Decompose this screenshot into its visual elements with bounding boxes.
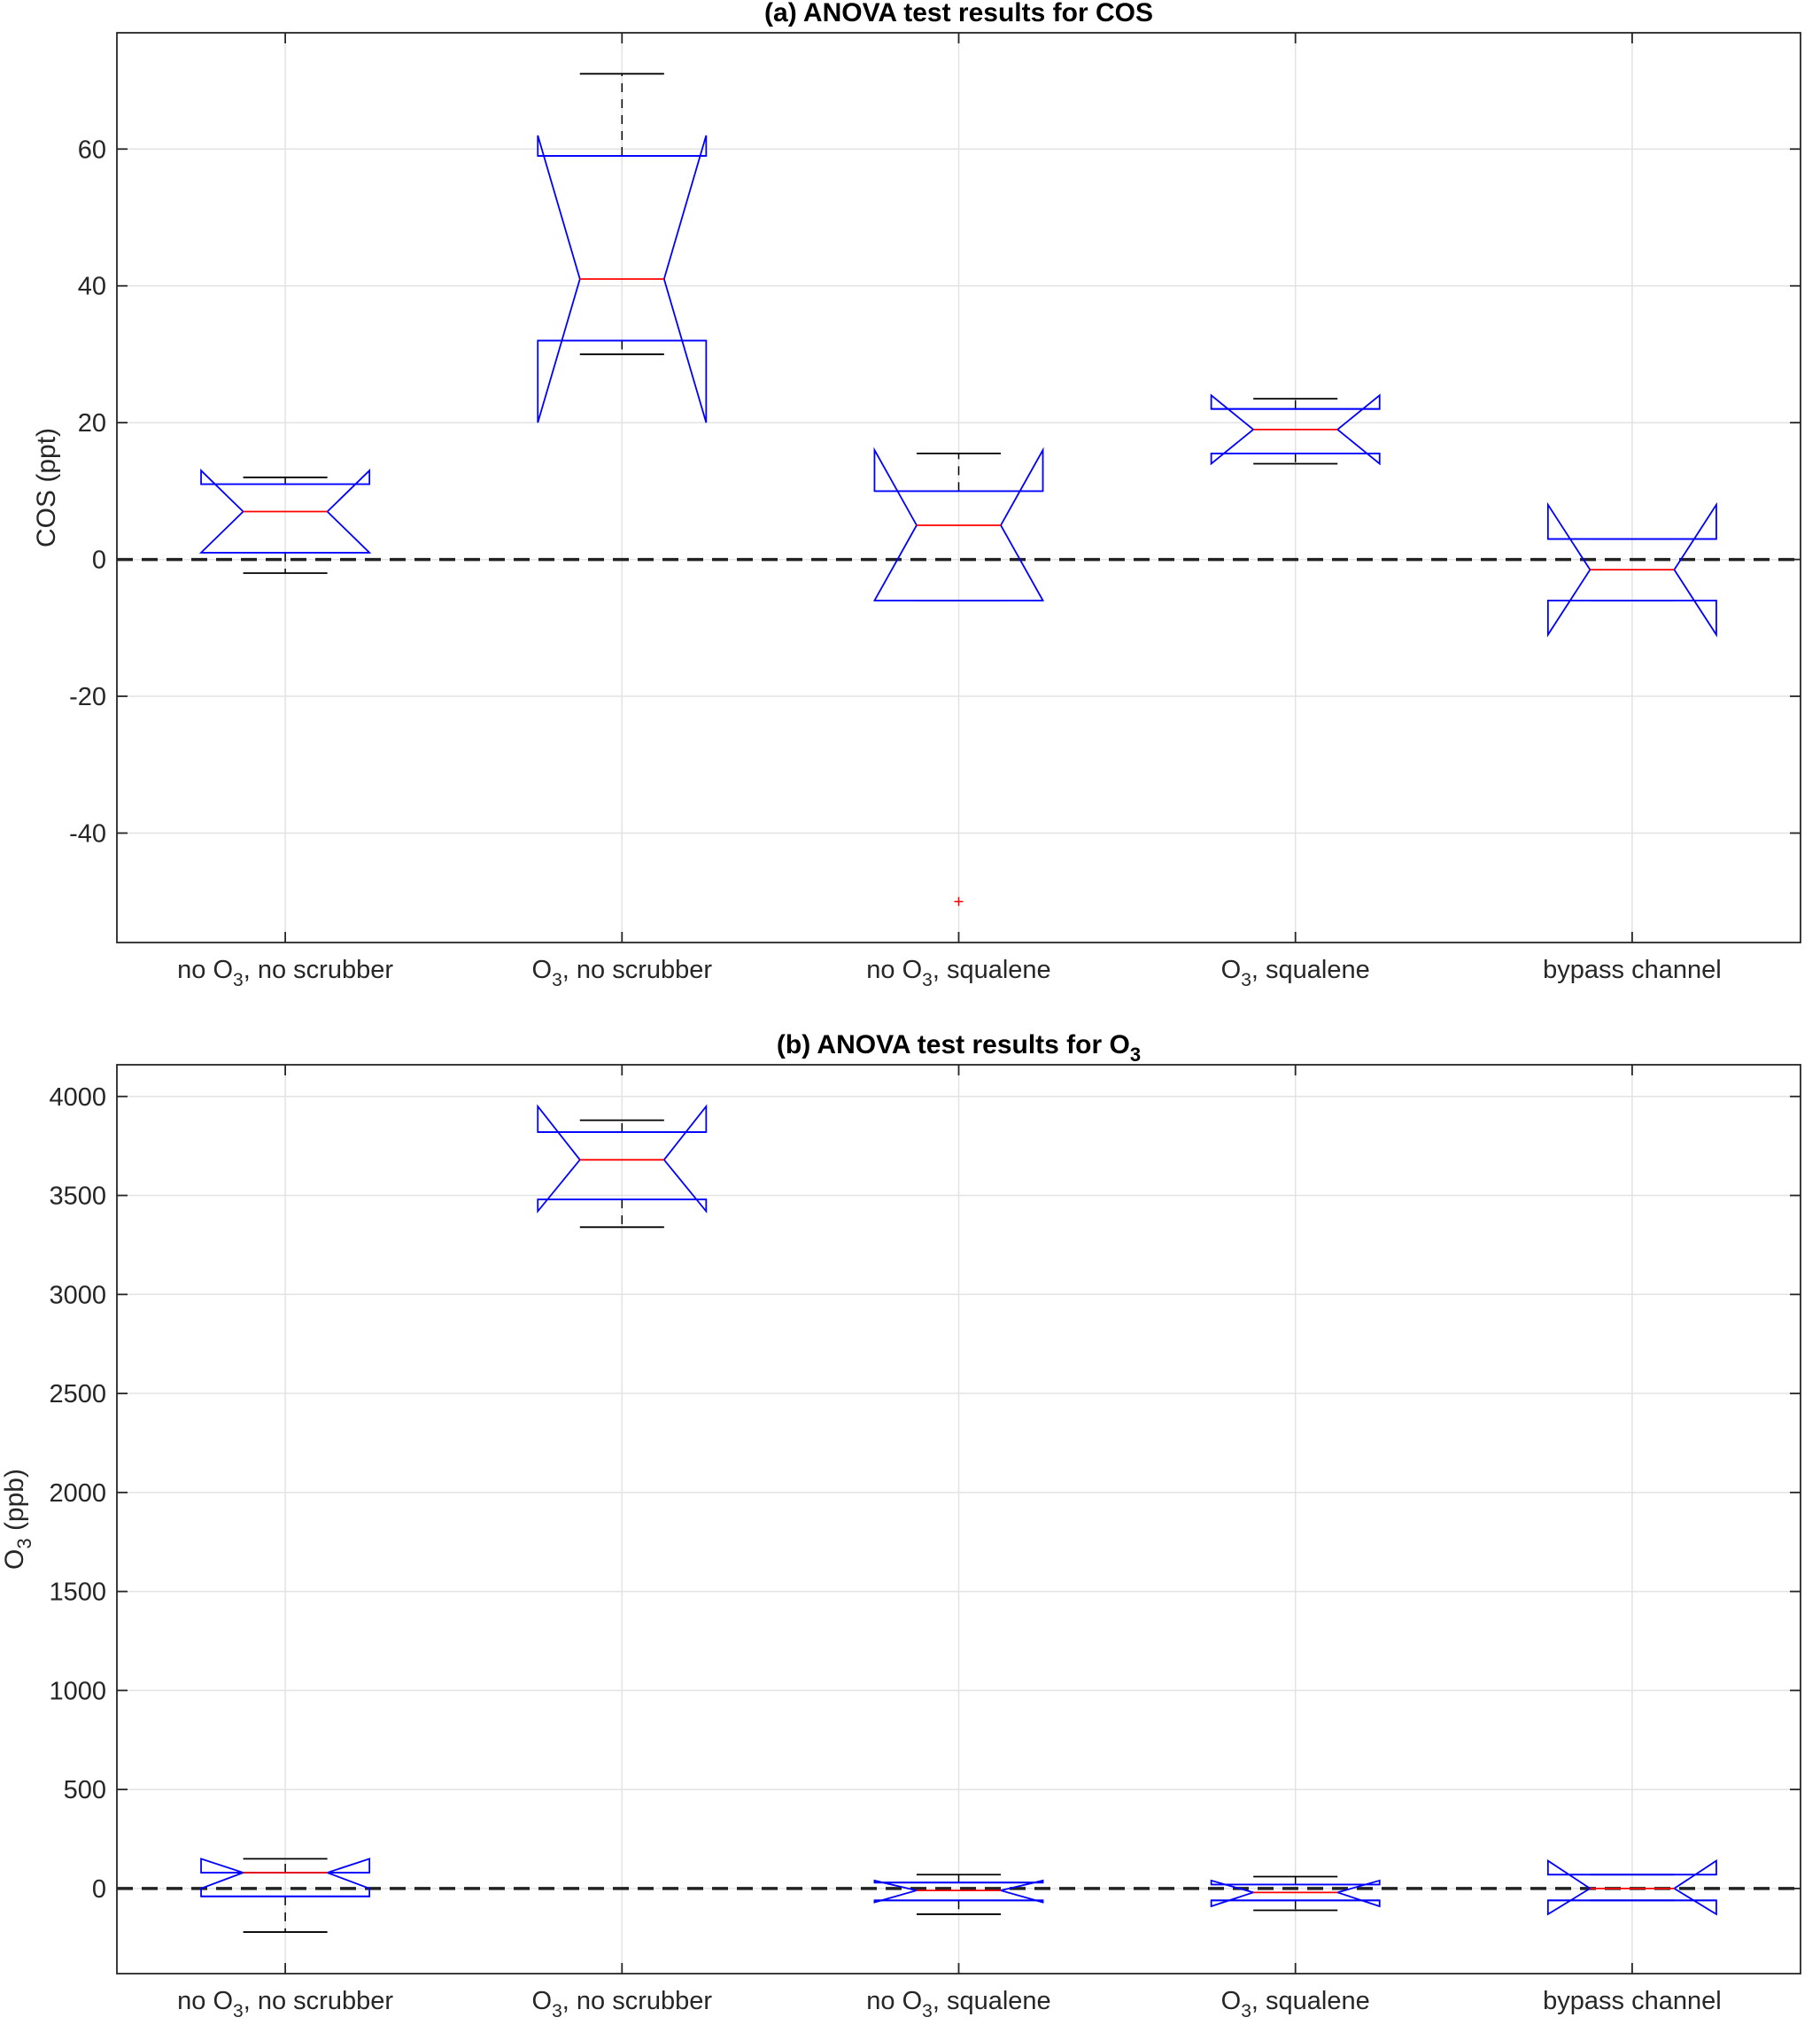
outlier-marker — [954, 896, 964, 906]
y-tick-label: 1500 — [49, 1579, 106, 1607]
box-4 — [1210, 393, 1381, 466]
y-tick-label: 3000 — [49, 1281, 106, 1309]
chart-title: (a) ANOVA test results for COS — [764, 0, 1153, 27]
y-tick-label: 2500 — [49, 1380, 106, 1408]
box-3 — [873, 1874, 1044, 1915]
y-tick-label: 0 — [92, 547, 106, 575]
y-tick-label: 1000 — [49, 1677, 106, 1705]
box-3 — [872, 446, 1045, 906]
x-category-label: no O3, squalene — [866, 1987, 1050, 2021]
box-1 — [198, 469, 372, 574]
panel-b-o3: 0 500 1000 1500 2000 2500 3000 3500 4000 no O3, n… — [0, 1030, 1801, 2021]
x-category-label: O3, no scrubber — [532, 956, 713, 990]
y-axis-label: O3 (ppb) — [0, 1469, 35, 1570]
chart-title: (b) ANOVA test results for O3 — [777, 1030, 1141, 1066]
y-tick-label: 500 — [64, 1776, 106, 1804]
y-tick-label: 40 — [78, 273, 106, 301]
y-tick-label: -40 — [69, 819, 106, 848]
x-category-label: O3, no scrubber — [532, 1987, 713, 2021]
box-4 — [1210, 1875, 1381, 1912]
y-tick-label: 0 — [92, 1875, 106, 1904]
box-5 — [1546, 1858, 1717, 1916]
box-2 — [537, 73, 708, 423]
y-tick-label: 4000 — [49, 1083, 106, 1112]
x-category-label: O3, squalene — [1221, 1987, 1370, 2021]
x-category-label: bypass channel — [1543, 1987, 1722, 2015]
y-tick-label: 3500 — [49, 1183, 106, 1211]
y-tick-label: 2000 — [49, 1479, 106, 1508]
box-2 — [537, 1104, 708, 1229]
x-category-label: O3, squalene — [1221, 956, 1370, 990]
y-axis-label: COS (ppt) — [32, 428, 61, 547]
box-1 — [200, 1858, 371, 1933]
y-tick-label: -20 — [69, 683, 106, 711]
y-tick-label: 20 — [78, 409, 106, 438]
x-category-label: no O3, no scrubber — [177, 1987, 393, 2021]
x-category-label: no O3, squalene — [866, 956, 1050, 990]
x-category-label: bypass channel — [1543, 956, 1722, 984]
panel-a-cos: -40 -20 0 20 40 60 no O3, no scrubber O3, no sc… — [32, 0, 1801, 990]
box-5 — [1546, 501, 1717, 638]
x-category-label: no O3, no scrubber — [177, 956, 393, 990]
y-tick-label: 60 — [78, 136, 106, 164]
